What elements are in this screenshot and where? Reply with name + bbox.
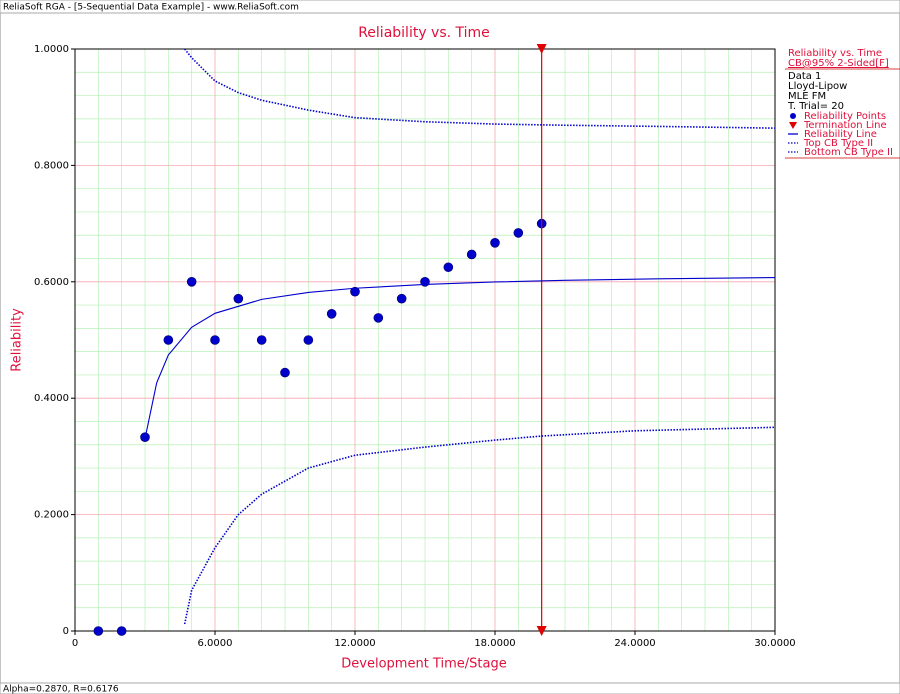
legend-info: MLE FM: [788, 91, 826, 102]
y-tick-label: 0: [63, 626, 69, 637]
reliability-point: [116, 626, 127, 636]
x-tick-label: 0: [72, 638, 78, 649]
y-axis-label: Reliability: [10, 308, 25, 372]
reliability-point: [513, 228, 524, 238]
y-tick-label: 0.8000: [34, 160, 69, 171]
x-tick-label: 12.0000: [334, 638, 375, 649]
reliability-point: [303, 335, 314, 345]
legend-info: T. Trial= 20: [787, 101, 844, 112]
x-tick-label: 30.0000: [754, 638, 795, 649]
reliability-point: [350, 286, 360, 297]
confidence-bound: [183, 426, 776, 625]
x-tick-label: 24.0000: [614, 638, 655, 649]
y-tick-label: 0.6000: [34, 277, 69, 288]
y-tick-label: 0.4000: [34, 393, 69, 404]
reliability-point: [256, 335, 267, 345]
reliability-line: [144, 277, 776, 439]
reliability-point: [233, 293, 244, 304]
legend-info: Lloyd-Lipow: [788, 81, 847, 92]
termination-marker: [536, 44, 547, 54]
reliability-point: [163, 335, 174, 345]
reliability-point: [466, 249, 477, 260]
x-axis-label: Development Time/Stage: [341, 657, 506, 672]
legend-label: Reliability Points: [804, 111, 886, 122]
x-tick-label: 6.0000: [198, 638, 233, 649]
plot-frame: [74, 48, 776, 632]
reliability-point: [396, 293, 407, 304]
confidence-bound: [184, 48, 776, 129]
reliability-point: [490, 238, 500, 248]
legend-label: Reliability Line: [804, 129, 877, 140]
reliability-point: [443, 262, 454, 273]
reliability-point: [210, 335, 220, 345]
reliability-point: [186, 276, 197, 287]
termination-marker: [536, 626, 547, 636]
reliability-point: [93, 626, 104, 636]
x-tick-label: 18.0000: [474, 638, 515, 649]
legend-label: Top CB Type II: [803, 138, 873, 149]
legend-symbol: [789, 122, 797, 129]
reliability-point: [326, 309, 337, 319]
reliability-point: [373, 313, 384, 323]
status-bar: [0, 682, 900, 694]
window-title: ReliaSoft RGA - [5-Sequential Data Examp…: [3, 3, 299, 13]
y-tick-label: 0.2000: [34, 510, 69, 521]
legend-symbol: [790, 113, 796, 119]
title-bar: [0, 0, 900, 14]
reliability-point: [280, 367, 290, 378]
legend-header: CB@95% 2-Sided[F]: [788, 58, 889, 69]
legend-info: Data 1: [788, 71, 821, 82]
status-text: Alpha=0.2870, R=0.6176: [3, 685, 119, 694]
legend-label: Bottom CB Type II: [804, 147, 893, 158]
y-tick-label: 1.0000: [34, 44, 69, 55]
legend-label: Termination Line: [803, 120, 887, 131]
chart-title: Reliability vs. Time: [358, 25, 490, 41]
legend-header: Reliability vs. Time: [788, 48, 882, 59]
